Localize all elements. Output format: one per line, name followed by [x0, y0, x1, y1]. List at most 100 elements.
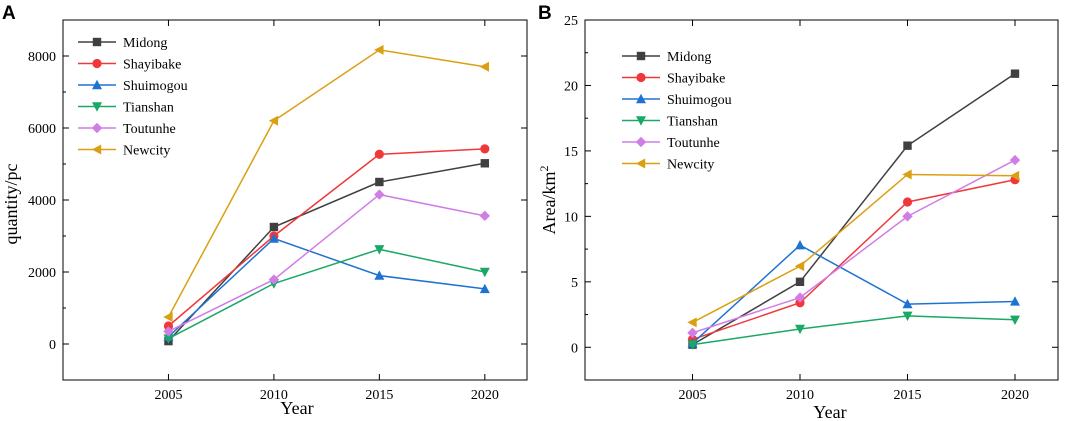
panel-a-point-tianshan-2015: [374, 245, 385, 255]
panel-a-legend-label: Toutunhe: [123, 122, 176, 137]
panel-b-y-axis-title-text: Area/km: [539, 172, 559, 235]
panel-a-x-tick-label: 2015: [365, 388, 393, 403]
panel-a-x-tick-label: 2005: [154, 388, 182, 403]
panel-b-point-toutunhe-2020: [1009, 154, 1021, 166]
panel-b-chart: B Area/km2 Year 2005 2010 2015 2020 0 5 10 15 20…: [537, 3, 1059, 421]
panel-b-y-axis-title: Area/km2: [537, 166, 559, 235]
panel-a-point-midong-2010: [269, 222, 279, 232]
panel-a-legend-marker: [91, 122, 103, 134]
panel-b-point-shayibake-2015: [902, 197, 913, 207]
panel-a-x-axis-title: Year: [280, 398, 313, 418]
panel-b-legend-item-tianshan: Tianshan: [622, 115, 718, 130]
panel-a-point-tianshan-2005: [163, 334, 174, 344]
panel-a-legend-marker: [91, 144, 102, 155]
panel-a-series-midong: [164, 159, 490, 346]
panel-b-point-toutunhe-2005: [687, 327, 698, 339]
panel-a-legend-label: Shuimogou: [123, 79, 188, 94]
panel-a-line-midong: [167, 162, 485, 342]
panel-b-x-tick-label: 2005: [679, 388, 707, 403]
panel-a-plot-frame: [62, 19, 528, 381]
panel-b-point-midong-2020: [1010, 69, 1020, 78]
panel-b-legend-label: Toutunhe: [667, 136, 720, 151]
panel-b-point-tianshan-2020: [1010, 315, 1020, 325]
panel-b-y-tick-label: 5: [571, 276, 578, 291]
panel-b-legend-label: Shayibake: [667, 72, 725, 87]
panel-a-point-midong-2015: [375, 177, 384, 187]
panel-a-legend-label: Tianshan: [123, 101, 174, 116]
panel-a-y-tick-label: 6000: [28, 122, 56, 137]
panel-a-legend-label: Newcity: [123, 144, 170, 159]
panel-a-point-midong-2020: [480, 159, 490, 168]
panel-b-legend-marker: [635, 158, 646, 169]
panel-a-series-shuimogou: [163, 233, 490, 341]
panel-a-legend-marker: [92, 58, 102, 69]
panel-b-y-tick-label: 15: [564, 145, 578, 160]
panel-b-point-tianshan-2005: [687, 340, 698, 350]
panel-a-point-newcity-2010: [268, 115, 279, 126]
panel-b-point-midong-2015: [903, 141, 912, 150]
panel-b-point-midong-2010: [795, 277, 805, 287]
panel-b-legend-marker: [636, 116, 646, 126]
panel-a-point-toutunhe-2010: [268, 274, 280, 285]
panel-a-legend-label: Midong: [123, 36, 167, 51]
panel-a-series-newcity: [163, 44, 490, 322]
panel-b-point-newcity-2015: [902, 169, 912, 180]
panel-a-point-newcity-2015: [374, 44, 384, 55]
panel-b-y-tick-label: 25: [564, 14, 578, 29]
panel-a-point-shuimogou-2020: [479, 283, 490, 294]
panel-b-point-newcity-2005: [687, 317, 697, 328]
panel-b-series-shayibake: [687, 175, 1020, 345]
panel-a-point-shayibake-2005: [163, 321, 174, 331]
panel-a-legend-label: Shayibake: [123, 58, 181, 73]
panel-a-point-shayibake-2020: [480, 144, 490, 154]
panel-b-legend-label: Shuimogou: [667, 93, 732, 108]
panel-a-chart: A quantity/pc Year 2005 2010 2015 2020 0 2000…: [1, 3, 528, 418]
panel-b-y-tick-label: 10: [564, 210, 578, 225]
panel-a-point-shayibake-2015: [374, 149, 384, 159]
panel-b-legend-item-toutunhe: Toutunhe: [622, 136, 720, 151]
panel-a-point-toutunhe-2015: [374, 189, 385, 200]
panel-b-point-toutunhe-2010: [794, 292, 806, 303]
panel-a-point-shuimogou-2010: [268, 233, 279, 243]
panel-a-y-tick-label: 0: [49, 338, 56, 353]
panel-b-y-tick-label: 0: [571, 341, 578, 356]
panel-a-y-tick-label: 2000: [28, 266, 56, 281]
panel-a-point-toutunhe-2020: [479, 210, 491, 222]
panel-a-line-toutunhe: [168, 193, 485, 333]
panel-b-x-tick-label: 2010: [786, 388, 814, 403]
panel-b-line-midong: [692, 73, 1016, 346]
panel-b-point-shuimogou-2010: [795, 239, 805, 250]
panel-b-y-tick-label: 20: [564, 79, 578, 94]
panel-b-legend-item-midong: Midong: [622, 50, 711, 65]
panel-a-point-tianshan-2020: [479, 267, 490, 278]
panel-a-y-tick-label: 8000: [28, 50, 56, 65]
panel-b-point-tianshan-2015: [902, 311, 913, 322]
panel-b-legend-marker: [635, 136, 647, 148]
panel-b-line-newcity: [692, 173, 1016, 324]
panel-a-legend-item-shuimogou: Shuimogou: [78, 79, 188, 94]
panel-b-plot-frame: [584, 19, 1059, 381]
panel-a-line-shuimogou: [167, 237, 485, 338]
panel-a-series-toutunhe: [163, 189, 491, 337]
panel-a-legend-item-newcity: Newcity: [78, 144, 170, 159]
panel-b-line-toutunhe: [692, 159, 1016, 334]
panel-a-legend-item-tianshan: Tianshan: [78, 101, 174, 116]
panel-b-legend-label: Tianshan: [667, 115, 718, 130]
panel-a-point-newcity-2020: [479, 61, 490, 72]
panel-a-line-tianshan: [168, 248, 485, 340]
panel-a-letter: A: [2, 3, 16, 24]
panel-a-legend-marker: [92, 79, 102, 90]
panel-b-point-shayibake-2010: [795, 298, 805, 308]
panel-a-y-tick-label: 4000: [28, 194, 56, 209]
panel-b-point-tianshan-2010: [795, 324, 805, 335]
panel-b-legend-marker: [636, 72, 646, 83]
panel-a-x-tick-label: 2020: [471, 388, 499, 403]
panel-b-point-newcity-2010: [794, 261, 805, 272]
panel-b-legend-label: Newcity: [667, 158, 714, 173]
panel-a-y-axis-title: quantity/pc: [1, 163, 21, 244]
panel-b-legend-marker: [636, 51, 646, 61]
panel-b-legend-marker: [636, 93, 646, 104]
panel-a-legend-marker: [92, 37, 102, 47]
panel-b-series-midong: [688, 69, 1020, 349]
panel-b-y-axis-title-superscript: 2: [537, 166, 551, 172]
